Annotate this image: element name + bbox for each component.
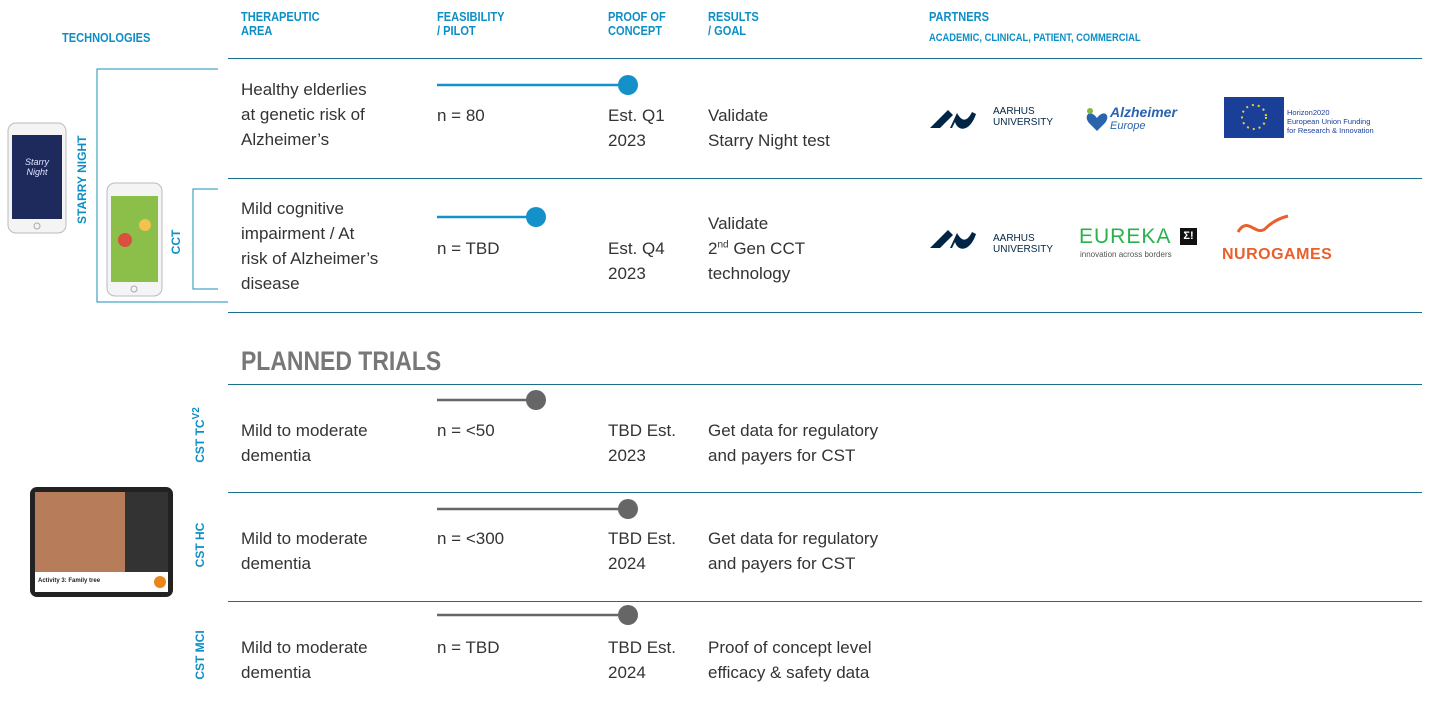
area: Mild to moderate dementia bbox=[241, 526, 368, 576]
proof: TBD Est. 2023 bbox=[608, 418, 676, 468]
trials-slide: TECHNOLOGIES THERAPEUTIC AREA FEASIBILIT… bbox=[0, 0, 1429, 706]
logo-eureka-tagline: innovation across borders bbox=[1080, 250, 1172, 259]
technology-sup: V2 bbox=[191, 407, 202, 419]
n: n = <50 bbox=[437, 418, 495, 443]
n: n = TBD bbox=[437, 635, 500, 660]
area: Mild to moderate dementia bbox=[241, 635, 368, 685]
group-label: STARRY NIGHT bbox=[75, 136, 89, 224]
area: Healthy elderlies at genetic risk of Alz… bbox=[241, 77, 367, 152]
result: Get data for regulatory and payers for C… bbox=[708, 526, 878, 576]
n: n = TBD bbox=[437, 236, 500, 261]
technology-label: CCT bbox=[169, 217, 183, 267]
result-sup: nd bbox=[717, 239, 728, 250]
logo-alzheimer: Alzheimer bbox=[1110, 104, 1177, 120]
result: Proof of concept level efficacy & safety… bbox=[708, 635, 871, 685]
logo-eureka-mark: Σ! bbox=[1180, 228, 1197, 245]
technology-label: CST MCI bbox=[193, 620, 207, 690]
tablet-caption: Activity 3: Family tree bbox=[38, 578, 100, 584]
logo-nurogames-mark bbox=[1238, 216, 1288, 232]
result: Validate 2nd Gen CCT technology bbox=[708, 211, 805, 286]
logo-eureka: EUREKA bbox=[1079, 225, 1171, 249]
logo-aarhus: AARHUS UNIVERSITY bbox=[993, 233, 1053, 255]
proof: TBD Est. 2024 bbox=[608, 635, 676, 685]
phone-starry-night bbox=[8, 123, 66, 233]
area: Mild cognitive impairment / At risk of A… bbox=[241, 196, 378, 296]
n: n = <300 bbox=[437, 526, 504, 551]
n: n = 80 bbox=[437, 103, 485, 128]
result: Validate Starry Night test bbox=[708, 103, 830, 153]
logo-eu-flag bbox=[1224, 97, 1284, 138]
progress-dot bbox=[526, 390, 546, 410]
logo-horizon: Horizon2020 European Union Funding for R… bbox=[1287, 108, 1374, 135]
logo-aarhus-mark bbox=[930, 110, 976, 249]
logo-nurogames: NUROGAMES bbox=[1222, 246, 1332, 264]
phone-cct bbox=[107, 183, 162, 296]
progress-dot bbox=[526, 207, 546, 227]
area: Mild to moderate dementia bbox=[241, 418, 368, 468]
progress-dot bbox=[618, 499, 638, 519]
logo-alzheimer-mark bbox=[1087, 108, 1108, 131]
planned-title: PLANNED TRIALS bbox=[241, 346, 441, 377]
result: Get data for regulatory and payers for C… bbox=[708, 418, 878, 468]
progress-dot bbox=[618, 605, 638, 625]
bracket bbox=[193, 189, 218, 289]
progress-dot bbox=[618, 75, 638, 95]
proof: Est. Q1 2023 bbox=[608, 103, 665, 153]
proof: Est. Q4 2023 bbox=[608, 236, 665, 286]
technology-name: CST TC bbox=[193, 419, 207, 462]
technology-label: CST HC bbox=[193, 510, 207, 580]
technology-label: CST TCV2 bbox=[193, 400, 207, 470]
logo-europe: Europe bbox=[1110, 120, 1145, 132]
logo-aarhus: AARHUS UNIVERSITY bbox=[993, 106, 1053, 128]
proof: TBD Est. 2024 bbox=[608, 526, 676, 576]
phone-screen-text: Starry Night bbox=[14, 157, 60, 177]
